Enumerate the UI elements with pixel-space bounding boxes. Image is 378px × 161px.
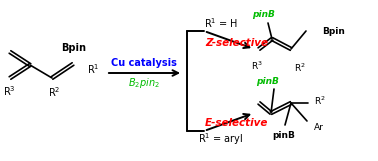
Text: Z-selective: Z-selective <box>205 38 268 48</box>
Text: R$^3$: R$^3$ <box>3 84 15 98</box>
Text: Bpin: Bpin <box>322 27 345 35</box>
Text: R$^1$ = aryl: R$^1$ = aryl <box>198 131 244 147</box>
Text: R$^2$: R$^2$ <box>294 62 306 74</box>
Text: R$^1$ = H: R$^1$ = H <box>204 16 238 30</box>
Text: pinB: pinB <box>257 76 279 85</box>
Text: Ar: Ar <box>314 123 324 132</box>
Text: E-selective: E-selective <box>205 118 268 128</box>
Text: pinB: pinB <box>273 131 296 139</box>
Text: R$^1$: R$^1$ <box>87 62 99 76</box>
Text: R$^2$: R$^2$ <box>314 95 326 107</box>
Text: $\mathit{B_2pin_2}$: $\mathit{B_2pin_2}$ <box>128 76 160 90</box>
Text: pinB: pinB <box>253 9 276 19</box>
Text: R$^3$: R$^3$ <box>251 60 263 72</box>
Text: Bpin: Bpin <box>62 43 87 53</box>
Text: R$^2$: R$^2$ <box>48 85 60 99</box>
Text: Cu catalysis: Cu catalysis <box>111 58 177 68</box>
